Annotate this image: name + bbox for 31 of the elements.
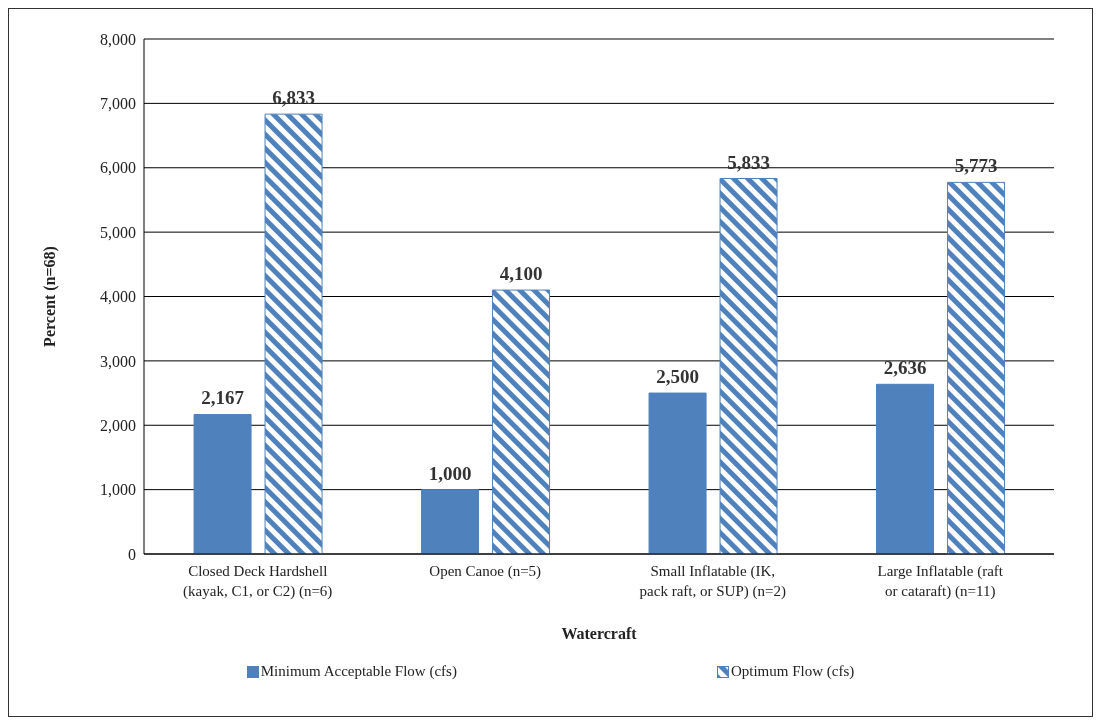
y-tick-label: 5,000	[100, 223, 136, 241]
bar	[264, 113, 323, 554]
y-tick-label: 2,000	[100, 416, 136, 434]
y-tick-label: 4,000	[100, 288, 136, 306]
bar	[492, 289, 551, 554]
bar	[421, 489, 480, 554]
y-tick-label: 8,000	[100, 30, 136, 48]
x-tick-label: Open Canoe (n=5)	[429, 563, 542, 580]
bar	[947, 181, 1006, 554]
y-tick-label: 3,000	[100, 352, 136, 370]
bar	[719, 178, 778, 554]
data-label: 6,833	[272, 87, 315, 109]
data-label: 2,167	[201, 387, 245, 409]
data-label: 4,100	[499, 263, 543, 285]
y-tick-label: 1,000	[100, 481, 136, 499]
y-axis-title: Percent (n=68)	[40, 246, 59, 347]
data-label: 1,000	[428, 462, 472, 484]
y-tick-label: 0	[128, 545, 136, 563]
x-tick-label: Closed Deck Hardshell (kayak, C1, or C2) (n=6)	[183, 563, 333, 600]
data-label: 2,636	[883, 357, 927, 379]
bar	[193, 414, 252, 554]
legend-label: Minimum Acceptable Flow (cfs)	[259, 663, 457, 680]
bar	[876, 383, 935, 554]
data-label: 2,500	[656, 366, 699, 388]
x-tick-label: Small Inflatable (IK, pack raft, or SUP) (n=2)	[639, 563, 786, 600]
y-tick-label: 6,000	[100, 159, 136, 177]
x-tick-label: Large Inflatable (raft or cataraft) (n=11)	[877, 563, 1004, 600]
legend-label: Optimum Flow (cfs)	[729, 663, 855, 680]
bar	[648, 392, 707, 554]
x-axis-title: Watercraft	[561, 625, 638, 642]
y-tick-label: 7,000	[100, 95, 136, 113]
